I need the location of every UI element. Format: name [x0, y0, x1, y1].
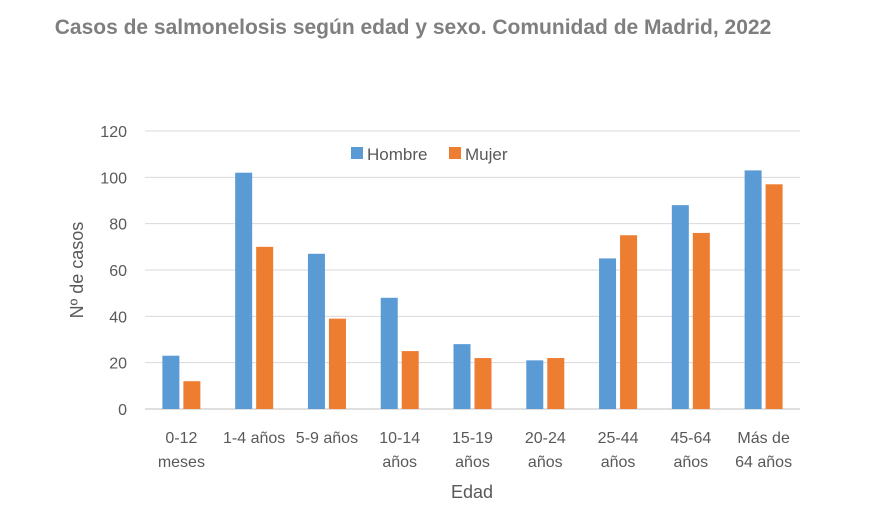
x-tick-label: 10-14 — [379, 430, 420, 447]
x-tick-label: 1-4 años — [223, 430, 285, 447]
legend-label-hombre: Hombre — [367, 145, 427, 164]
y-tick-label: 120 — [100, 124, 127, 141]
x-tick-label: 0-12 — [165, 430, 197, 447]
bar-mujer — [692, 232, 710, 409]
x-tick-label: 20-24 — [525, 430, 566, 447]
bar-hombre — [307, 253, 325, 409]
bar-hombre — [744, 170, 762, 409]
x-tick-label: años — [673, 454, 708, 471]
bar-mujer — [620, 235, 638, 409]
x-tick-label: años — [382, 454, 417, 471]
y-tick-label: 80 — [109, 217, 127, 234]
x-tick-label: años — [528, 454, 563, 471]
gridlines — [145, 130, 800, 410]
bars — [162, 170, 783, 409]
y-axis-ticks: 0 20 40 60 80 100 120 — [100, 124, 127, 419]
bar-mujer — [328, 318, 346, 409]
y-axis-label: Nº de casos — [67, 222, 87, 319]
bar-hombre — [162, 355, 180, 409]
bar-hombre — [599, 258, 617, 409]
bar-hombre — [380, 297, 398, 409]
y-tick-label: 100 — [100, 170, 127, 187]
legend-swatch-hombre — [351, 147, 363, 159]
bar-mujer — [256, 246, 274, 409]
bar-mujer — [547, 358, 565, 409]
bar-mujer — [765, 184, 783, 409]
bar-mujer — [183, 381, 201, 409]
bar-hombre — [235, 172, 253, 409]
bar-mujer — [474, 358, 492, 409]
x-tick-label: 25-44 — [598, 430, 639, 447]
x-tick-label: años — [455, 454, 490, 471]
x-tick-label: 5-9 años — [296, 430, 358, 447]
y-tick-label: 60 — [109, 263, 127, 280]
x-tick-label: 15-19 — [452, 430, 493, 447]
bar-hombre — [526, 360, 544, 409]
chart-title: Casos de salmonelosis según edad y sexo.… — [54, 16, 772, 39]
x-tick-label: años — [601, 454, 636, 471]
y-tick-label: 0 — [118, 402, 127, 419]
legend-swatch-mujer — [449, 147, 461, 159]
y-tick-label: 40 — [109, 309, 127, 326]
x-tick-label: 64 años — [735, 454, 792, 471]
x-tick-label: 45-64 — [670, 430, 711, 447]
legend-label-mujer: Mujer — [465, 145, 508, 164]
x-axis-ticks: 0-12 meses 1-4 años 5-9 años 10-14 años 15-19 a… — [158, 430, 792, 471]
y-tick-label: 20 — [109, 356, 127, 373]
x-tick-label: meses — [158, 454, 205, 471]
x-axis-label: Edad — [451, 482, 493, 502]
x-tick-label: Más de — [737, 430, 790, 447]
bar-hombre — [453, 344, 471, 409]
bar-hombre — [671, 205, 689, 409]
legend: Hombre Mujer — [351, 145, 508, 164]
bar-mujer — [401, 351, 419, 409]
